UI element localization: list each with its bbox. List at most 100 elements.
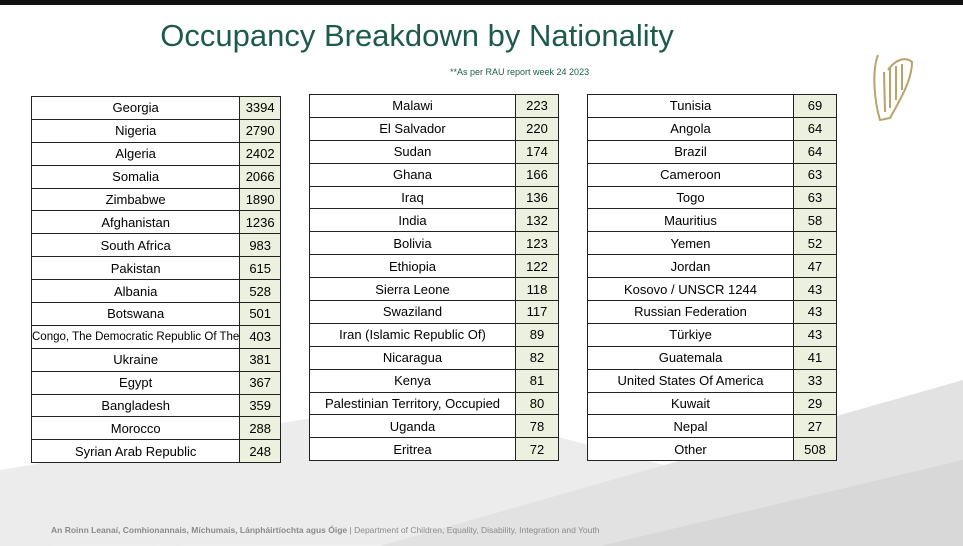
- table-row: Jordan 47: [587, 254, 837, 279]
- nationality-cell: Ukraine: [30, 347, 241, 372]
- count-cell: 501: [239, 302, 281, 326]
- nationality-cell: Kosovo / UNSCR 1244: [587, 277, 794, 302]
- table-row: Albania 528: [30, 279, 281, 304]
- table-row: Ethiopia 122: [309, 254, 559, 279]
- table-row: South Africa 983: [30, 233, 281, 258]
- footer-english: Department of Children, Equality, Disabi…: [354, 525, 600, 535]
- table-row: Guatemala 41: [587, 345, 837, 370]
- harp-logo: [873, 54, 914, 122]
- table-row: Kenya 81: [309, 368, 559, 393]
- nationality-table: Tunisia 69 Angola 64 Brazil 64 Cameroon 63 Togo 6…: [587, 94, 837, 462]
- count-cell: 381: [239, 347, 281, 372]
- table-row: Togo 63: [587, 185, 837, 210]
- nationality-cell: Afghanistan: [30, 210, 241, 235]
- table-row: Brazil 64: [587, 139, 837, 164]
- nationality-cell: Nepal: [587, 414, 794, 439]
- count-cell: 78: [515, 414, 559, 439]
- nationality-cell: Zimbabwe: [30, 187, 241, 212]
- nationality-cell: Nigeria: [30, 118, 241, 143]
- count-cell: 43: [793, 277, 837, 302]
- table-row: India 132: [309, 208, 559, 233]
- table-row: Bolivia 123: [309, 231, 559, 256]
- nationality-cell: Eritrea: [309, 437, 516, 462]
- top-bar: [0, 0, 963, 5]
- nationality-cell: Guatemala: [587, 345, 794, 370]
- nationality-cell: United States Of America: [587, 368, 794, 393]
- count-cell: 123: [515, 231, 559, 256]
- table-row: Angola 64: [587, 116, 837, 141]
- table-row: Eritrea 72: [309, 437, 559, 462]
- table-row: Ukraine 381: [30, 347, 281, 372]
- count-cell: 136: [515, 185, 559, 210]
- title: Occupancy Breakdown by Nationality: [160, 18, 674, 53]
- nationality-cell: Angola: [587, 116, 794, 141]
- nationality-cell: Ethiopia: [309, 254, 516, 279]
- table-row: Nigeria 2790: [30, 118, 281, 143]
- nationality-cell: Syrian Arab Republic: [30, 439, 241, 464]
- table-row: Sierra Leone 118: [309, 277, 559, 302]
- nationality-cell: Togo: [587, 185, 794, 210]
- nationality-cell: Albania: [30, 279, 241, 304]
- count-cell: 403: [239, 324, 281, 349]
- table-row: Palestinian Territory, Occupied 80: [309, 391, 559, 416]
- count-cell: 52: [793, 231, 837, 256]
- count-cell: 58: [793, 208, 837, 233]
- count-cell: 82: [515, 345, 559, 370]
- table-row: Egypt 367: [30, 370, 281, 395]
- count-cell: 69: [793, 94, 837, 118]
- table-row: Morocco 288: [30, 416, 281, 441]
- nationality-cell: India: [309, 208, 516, 233]
- table-row: Yemen 52: [587, 231, 837, 256]
- table-row: Nepal 27: [587, 414, 837, 439]
- nationality-cell: Tunisia: [587, 94, 794, 118]
- table-row: Iraq 136: [309, 185, 559, 210]
- bg-shape: [600, 460, 963, 546]
- nationality-cell: Palestinian Territory, Occupied: [309, 391, 516, 416]
- count-cell: 118: [515, 277, 559, 302]
- nationality-cell: Sudan: [309, 139, 516, 164]
- table-row: Cameroon 63: [587, 162, 837, 187]
- count-cell: 2402: [239, 141, 281, 166]
- table-row: Mauritius 58: [587, 208, 837, 233]
- count-cell: 132: [515, 208, 559, 233]
- nationality-cell: El Salvador: [309, 116, 516, 141]
- nationality-cell: Sierra Leone: [309, 277, 516, 302]
- table-row: Kuwait 29: [587, 391, 837, 416]
- nationality-cell: Uganda: [309, 414, 516, 439]
- count-cell: 359: [239, 393, 281, 418]
- count-cell: 33: [793, 368, 837, 393]
- table-row: Swaziland 117: [309, 300, 559, 324]
- nationality-cell: Other: [587, 437, 794, 462]
- table-row: Pakistan 615: [30, 256, 281, 281]
- count-cell: 27: [793, 414, 837, 439]
- nationality-cell: Kuwait: [587, 391, 794, 416]
- count-cell: 43: [793, 300, 837, 324]
- nationality-cell: Botswana: [30, 302, 241, 326]
- count-cell: 47: [793, 254, 837, 279]
- nationality-cell: Russian Federation: [587, 300, 794, 324]
- table-row: El Salvador 220: [309, 116, 559, 141]
- table-row: Malawi 223: [309, 94, 559, 118]
- count-cell: 64: [793, 139, 837, 164]
- count-cell: 248: [239, 439, 281, 464]
- table-row: Other 508: [587, 437, 837, 462]
- nationality-cell: Mauritius: [587, 208, 794, 233]
- table-row: United States Of America 33: [587, 368, 837, 393]
- nationality-cell: Jordan: [587, 254, 794, 279]
- footer-separator: |: [349, 525, 352, 535]
- nationality-cell: Algeria: [30, 141, 241, 166]
- nationality-cell: Bangladesh: [30, 393, 241, 418]
- table-row: Türkiye 43: [587, 322, 837, 347]
- count-cell: 1236: [239, 210, 281, 235]
- nationality-cell: Somalia: [30, 164, 241, 189]
- nationality-table: Georgia 3394 Nigeria 2790 Algeria 2402 Somalia…: [30, 96, 281, 464]
- nationality-cell: Pakistan: [30, 256, 241, 281]
- count-cell: 223: [515, 94, 559, 118]
- count-cell: 81: [515, 368, 559, 393]
- count-cell: 80: [515, 391, 559, 416]
- count-cell: 3394: [239, 96, 281, 120]
- count-cell: 89: [515, 322, 559, 347]
- table-row: Russian Federation 43: [587, 300, 837, 324]
- table-row: Somalia 2066: [30, 164, 281, 189]
